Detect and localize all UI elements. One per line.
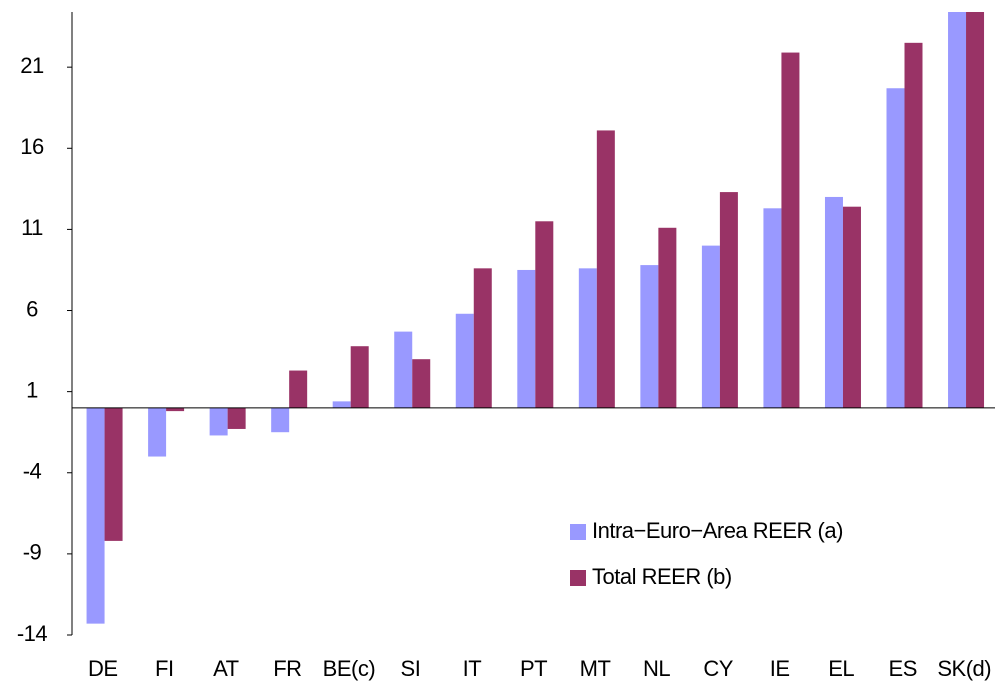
plot-area <box>86 12 985 624</box>
bar <box>473 268 492 408</box>
bar <box>824 196 843 408</box>
y-tick-label: 11 <box>21 215 43 240</box>
x-tick-label: CY <box>703 656 733 681</box>
y-tick-label: 16 <box>20 134 44 159</box>
bar <box>904 42 923 408</box>
bar <box>104 407 123 541</box>
legend-label: Intra−Euro−Area REER (a) <box>592 518 843 543</box>
bar <box>148 407 167 457</box>
y-tick-label: 6 <box>26 296 38 321</box>
y-tick-label: -9 <box>23 540 42 565</box>
x-tick-label: FI <box>155 656 174 681</box>
bar <box>412 359 431 408</box>
y-tick-label: -14 <box>17 621 48 646</box>
legend-swatch <box>570 570 586 586</box>
bar <box>781 52 800 408</box>
x-tick-label: FR <box>273 656 301 681</box>
legend-swatch <box>570 524 586 540</box>
bar <box>86 407 105 624</box>
bar <box>842 206 861 408</box>
bar <box>948 12 967 408</box>
bar <box>658 227 677 408</box>
x-tick-label: DE <box>88 656 118 681</box>
bar <box>227 407 246 429</box>
x-tick-label: IT <box>463 656 482 681</box>
x-tick-label: MT <box>580 656 611 681</box>
x-tick-label: IE <box>770 656 790 681</box>
x-tick-label: AT <box>213 656 239 681</box>
bar <box>350 346 369 408</box>
bar <box>763 208 782 408</box>
x-tick-label: ES <box>889 656 917 681</box>
bar <box>578 268 597 408</box>
bar <box>289 370 308 408</box>
bar <box>640 265 659 408</box>
bar <box>517 269 536 408</box>
x-tick-label: PT <box>520 656 547 681</box>
bar <box>535 221 554 408</box>
x-tick-label: EL <box>828 656 854 681</box>
x-tick-label: BE(c) <box>323 656 376 681</box>
y-tick-label: 1 <box>26 377 38 402</box>
x-tick-label: SI <box>401 656 421 681</box>
bar <box>719 192 738 408</box>
bar <box>455 313 474 408</box>
bar <box>271 407 290 433</box>
bar <box>332 401 351 408</box>
bar <box>394 331 413 408</box>
legend-label: Total REER (b) <box>592 564 732 589</box>
bar <box>701 245 720 408</box>
bar <box>166 407 185 412</box>
bar <box>209 407 228 436</box>
y-tick-label: -4 <box>23 459 42 484</box>
bar <box>596 130 615 408</box>
y-tick-label: 21 <box>20 53 44 78</box>
x-tick-label: SK(d) <box>937 656 991 681</box>
bar <box>966 12 985 408</box>
bar <box>886 88 905 408</box>
x-tick-label: NL <box>643 656 670 681</box>
